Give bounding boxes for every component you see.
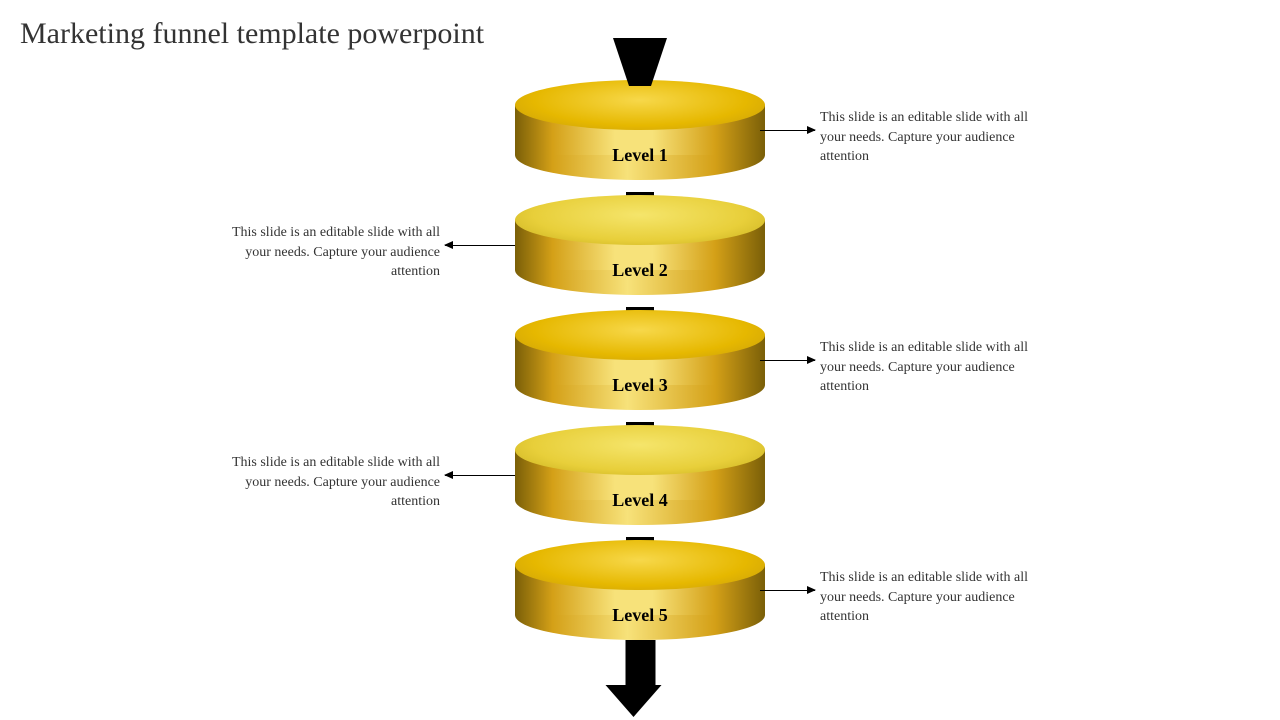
annotation-4: This slide is an editable slide with all… [210,453,440,512]
funnel-disc-5: Level 5 [515,540,765,640]
funnel-top-icon [605,38,675,86]
callout-arrow-2 [445,245,515,246]
funnel-disc-3: Level 3 [515,310,765,410]
callout-arrow-1 [760,130,815,131]
annotation-1: This slide is an editable slide with all… [820,108,1050,167]
slide-title: Marketing funnel template powerpoint [20,15,484,53]
level-label-5: Level 5 [515,605,765,626]
funnel-disc-4: Level 4 [515,425,765,525]
funnel-disc-1: Level 1 [515,80,765,180]
level-label-3: Level 3 [515,375,765,396]
funnel-disc-2: Level 2 [515,195,765,295]
level-label-1: Level 1 [515,145,765,166]
annotation-2: This slide is an editable slide with all… [210,223,440,282]
callout-arrow-3 [760,360,815,361]
annotation-3: This slide is an editable slide with all… [820,338,1050,397]
level-label-2: Level 2 [515,260,765,281]
level-label-4: Level 4 [515,490,765,511]
callout-arrow-5 [760,590,815,591]
funnel-bottom-arrow-icon [619,640,662,717]
callout-arrow-4 [445,475,515,476]
annotation-5: This slide is an editable slide with all… [820,568,1050,627]
